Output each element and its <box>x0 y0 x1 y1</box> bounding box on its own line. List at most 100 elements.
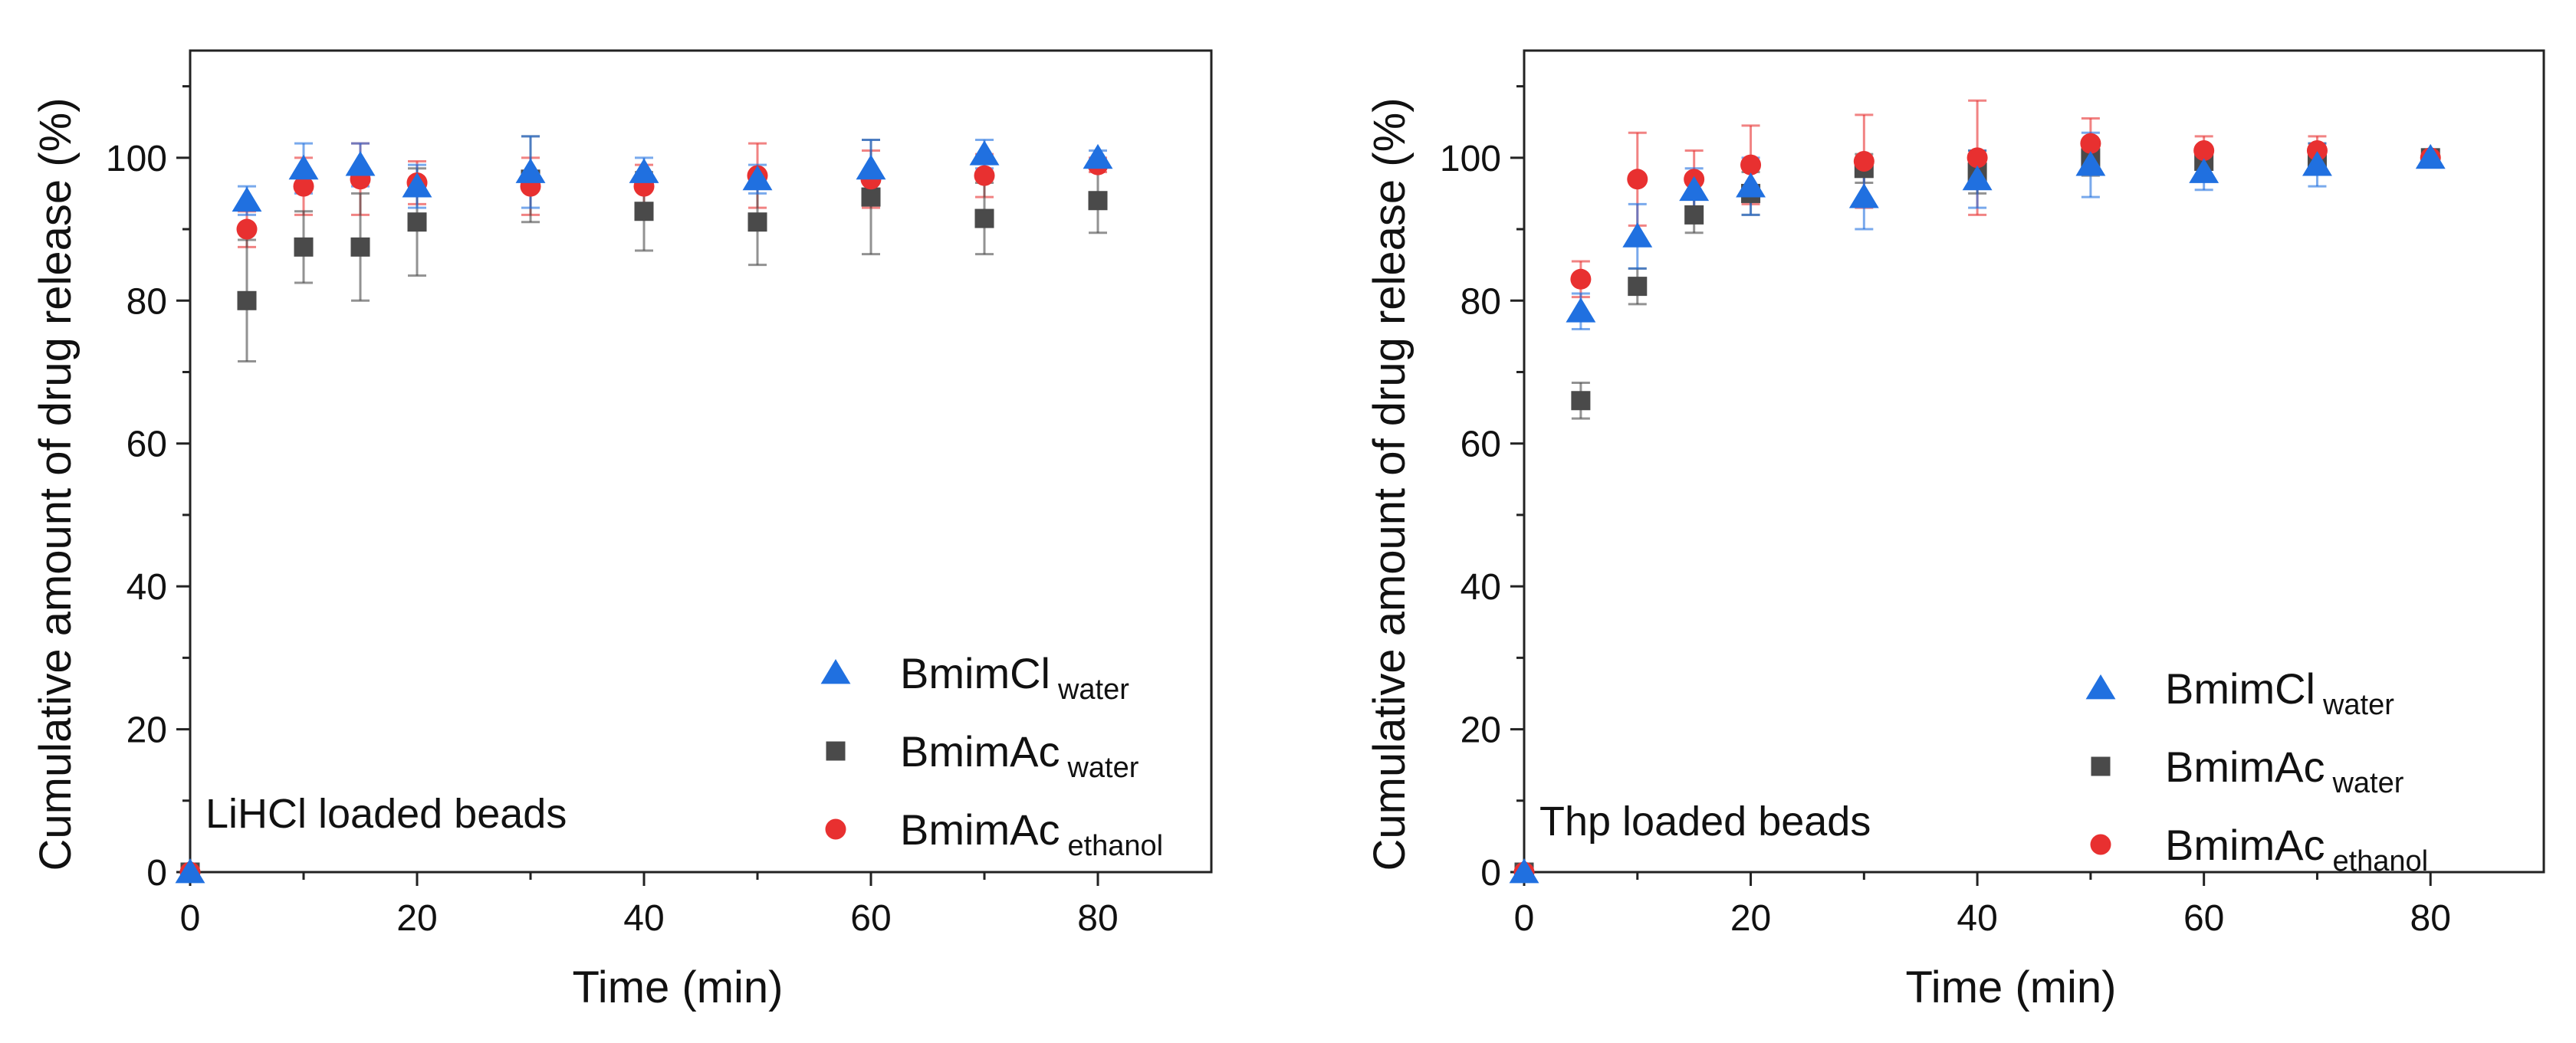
legend-name: BmimAc <box>900 727 1060 776</box>
data-point <box>969 140 1000 166</box>
data-point <box>2415 143 2446 169</box>
panel-annotation: LiHCl loaded beads <box>205 791 567 837</box>
y-tick-label: 60 <box>1460 425 1501 465</box>
data-point <box>345 151 376 176</box>
x-tick-label: 20 <box>396 898 437 939</box>
x-tick-label: 60 <box>2183 898 2224 939</box>
y-tick-label: 80 <box>1460 281 1501 322</box>
data-point <box>1088 191 1108 211</box>
legend-subscript: water <box>2322 689 2394 721</box>
legend-name: BmimAc <box>2165 743 2325 791</box>
data-point <box>237 290 257 310</box>
y-tick-label: 100 <box>106 139 167 179</box>
y-tick-label: 60 <box>127 425 167 465</box>
data-point <box>407 212 427 232</box>
data-point <box>288 154 319 180</box>
data-point <box>2193 140 2215 162</box>
x-axis-label: Time (min) <box>1906 963 2117 1012</box>
panel-annotation: Thp loaded beads <box>1539 799 1871 845</box>
x-tick-label: 80 <box>2410 898 2451 939</box>
data-point <box>1962 165 1993 191</box>
data-point <box>974 165 995 186</box>
plot-frame <box>189 49 1213 874</box>
data-point <box>175 858 205 884</box>
data-point <box>293 175 314 197</box>
data-point <box>861 187 881 207</box>
data-point <box>2302 151 2332 176</box>
legend-label: BmimCl water <box>900 649 1129 706</box>
legend-label: BmimAc water <box>2165 743 2404 799</box>
legend-name: BmimAc <box>900 805 1060 854</box>
x-tick-label: 40 <box>623 898 664 939</box>
data-point <box>1736 172 1766 198</box>
y-tick-label: 40 <box>127 567 167 608</box>
y-tick-label: 20 <box>127 710 167 751</box>
data-point <box>1509 858 1539 884</box>
legend-marker <box>820 659 851 684</box>
data-point <box>1967 147 1988 169</box>
data-point <box>1566 297 1596 323</box>
data-point <box>2306 140 2328 162</box>
data-point <box>2189 158 2220 183</box>
x-tick-label: 60 <box>850 898 891 939</box>
legend-marker <box>826 741 846 761</box>
data-point <box>402 172 432 198</box>
x-tick-label: 40 <box>1957 898 1997 939</box>
data-point <box>515 158 546 183</box>
legend-subscript: water <box>2331 767 2404 799</box>
data-point <box>629 158 659 183</box>
data-point <box>974 208 994 228</box>
data-point <box>1848 183 1879 208</box>
data-point <box>1627 169 1648 190</box>
data-point <box>742 165 773 191</box>
data-point <box>232 186 262 212</box>
legend-label: BmimAc water <box>900 727 1139 784</box>
data-point <box>1684 205 1704 225</box>
legend-subscript: water <box>1066 752 1138 784</box>
data-point <box>2075 151 2106 176</box>
data-point <box>294 237 314 257</box>
x-axis-label: Time (min) <box>573 963 784 1012</box>
legend-marker <box>825 818 846 840</box>
legend-label: BmimCl water <box>2165 664 2394 721</box>
data-point <box>748 212 767 232</box>
y-tick-label: 40 <box>1460 567 1501 608</box>
data-point <box>1853 150 1875 172</box>
y-tick-label: 100 <box>1440 139 1501 179</box>
data-point <box>236 218 258 240</box>
legend-label: BmimAc ethanol <box>900 805 1163 862</box>
data-point <box>1570 268 1592 290</box>
legend-name: BmimCl <box>900 649 1050 697</box>
legend-subscript: ethanol <box>1067 830 1163 862</box>
data-point <box>2080 133 2101 154</box>
data-point <box>634 202 654 221</box>
legend-name: BmimAc <box>2165 821 2325 869</box>
y-tick-label: 20 <box>1460 710 1501 751</box>
chart-panel-1: 0 20 40 60 80 0 20 40 60 80 100 Time (min) Cumulativ… <box>31 49 1213 1012</box>
data-point <box>1083 143 1113 169</box>
plot-frame <box>1523 49 2545 874</box>
legend-subscript: ethanol <box>2332 845 2428 877</box>
data-point <box>1679 175 1710 202</box>
legend-label: BmimAc ethanol <box>2165 821 2428 877</box>
data-point <box>1740 154 1762 175</box>
legend-name: BmimCl <box>2165 664 2315 713</box>
x-tick-label: 20 <box>1730 898 1771 939</box>
y-tick-label: 80 <box>127 281 167 322</box>
data-point <box>350 237 370 257</box>
x-tick-label: 0 <box>1514 898 1535 939</box>
chart-panel-2: 0 20 40 60 80 0 20 40 60 80 100 Time (min) Cumulativ… <box>1365 49 2545 1012</box>
legend-subscript: water <box>1057 674 1129 706</box>
data-point <box>1628 277 1648 297</box>
legend-marker <box>2091 756 2111 776</box>
data-point <box>1622 222 1653 248</box>
legend-marker <box>2085 674 2116 700</box>
legend-marker <box>2090 834 2111 855</box>
x-tick-label: 80 <box>1077 898 1118 939</box>
data-point <box>1571 391 1591 411</box>
y-tick-label: 0 <box>146 853 167 894</box>
